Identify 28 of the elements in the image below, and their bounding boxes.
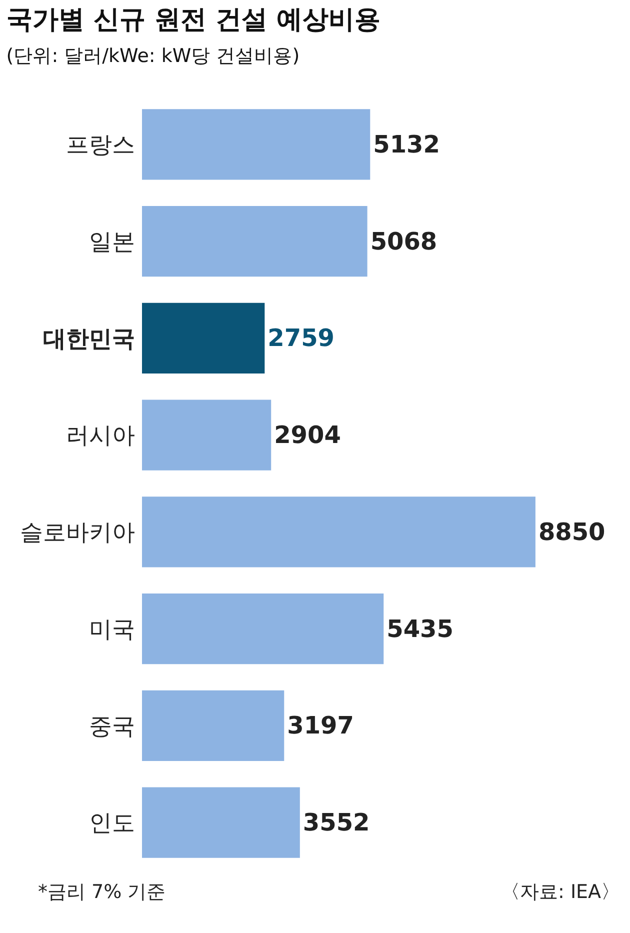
bar [142, 109, 370, 180]
data-label: 2759 [268, 324, 334, 352]
data-label: 5435 [386, 614, 454, 643]
y-tick-label: 슬로바키아 [20, 520, 135, 546]
data-label: 2904 [274, 421, 341, 450]
text: *금리 7% 기준 [38, 881, 166, 903]
bar [142, 206, 368, 277]
y-tick-label: 미국 [89, 616, 135, 643]
bar [142, 496, 536, 568]
chart-title: 국가별 신규 원전 건설 예상비용 [6, 4, 381, 35]
bar [142, 787, 300, 858]
data-label: 5068 [370, 227, 438, 256]
y-tick-label: 러시아 [66, 423, 135, 450]
data-label: 5132 [373, 130, 440, 158]
y-tick-label: 대한민국 [43, 326, 135, 352]
data-label: 8850 [538, 518, 606, 546]
y-tick-label: 프랑스 [66, 132, 135, 158]
bar [142, 400, 272, 470]
data-label: 3552 [302, 808, 370, 837]
y-tick-label: 인도 [89, 810, 135, 837]
y-tick-label: 중국 [89, 714, 135, 740]
bar [142, 593, 384, 664]
text: 〈자료: IEA〉 [501, 881, 620, 903]
bar [142, 302, 265, 374]
y-tick-label: 일본 [89, 229, 135, 256]
data-label: 3197 [287, 712, 354, 740]
chart-subtitle: (단위: 달러/kWe: kW당 건설비용) [6, 44, 300, 67]
bar [142, 690, 284, 762]
